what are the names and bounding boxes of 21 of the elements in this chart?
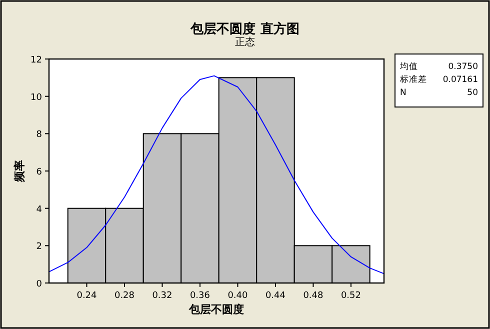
x-tick-label: 0.40 — [228, 291, 248, 301]
x-tick-label: 0.48 — [303, 291, 324, 301]
y-tick-label: 4 — [36, 204, 42, 215]
y-tick-label: 10 — [30, 92, 42, 103]
line-series — [48, 75, 384, 274]
stats: 均值 0.3750 标准差 0.07161 N 50 — [394, 54, 484, 108]
x-tick-label: 0.24 — [76, 291, 98, 301]
y-tick-label: 8 — [36, 130, 42, 140]
y-tick-label: 2 — [36, 242, 42, 252]
x-tick-label: 0.44 — [265, 291, 286, 301]
x-axis-title: 包层不圆度 — [188, 303, 244, 316]
y-tick-label: 12 — [30, 56, 42, 66]
x-tick-label: 0.52 — [340, 291, 361, 301]
chart-title: 包层不圆度 直方图 — [190, 21, 300, 37]
y-tick-label: 6 — [36, 168, 42, 178]
x-tick-label: 0.28 — [114, 291, 135, 301]
chart-subtitle: 正态 — [235, 36, 255, 48]
y-axis-title: 频率 — [13, 160, 26, 183]
x-tick-label: 0.32 — [152, 291, 172, 301]
x-tick-label: 0.36 — [190, 291, 210, 301]
y-tick-label: 0 — [36, 280, 42, 290]
